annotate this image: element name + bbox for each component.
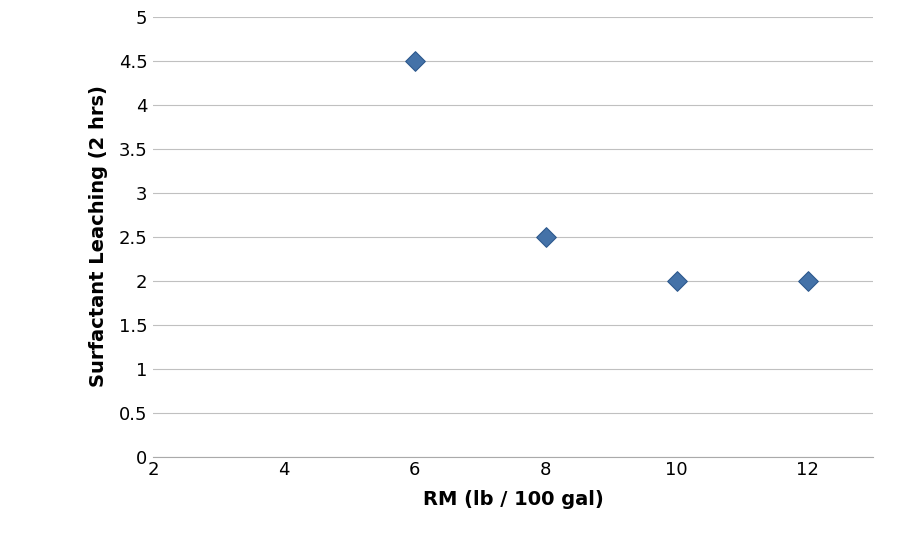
Point [670,276,684,285]
Y-axis label: Surfactant Leaching (2 hrs): Surfactant Leaching (2 hrs) [88,86,108,387]
X-axis label: RM (lb / 100 gal): RM (lb / 100 gal) [423,491,603,509]
Point [538,232,553,241]
Point [800,276,814,285]
Point [408,56,422,65]
